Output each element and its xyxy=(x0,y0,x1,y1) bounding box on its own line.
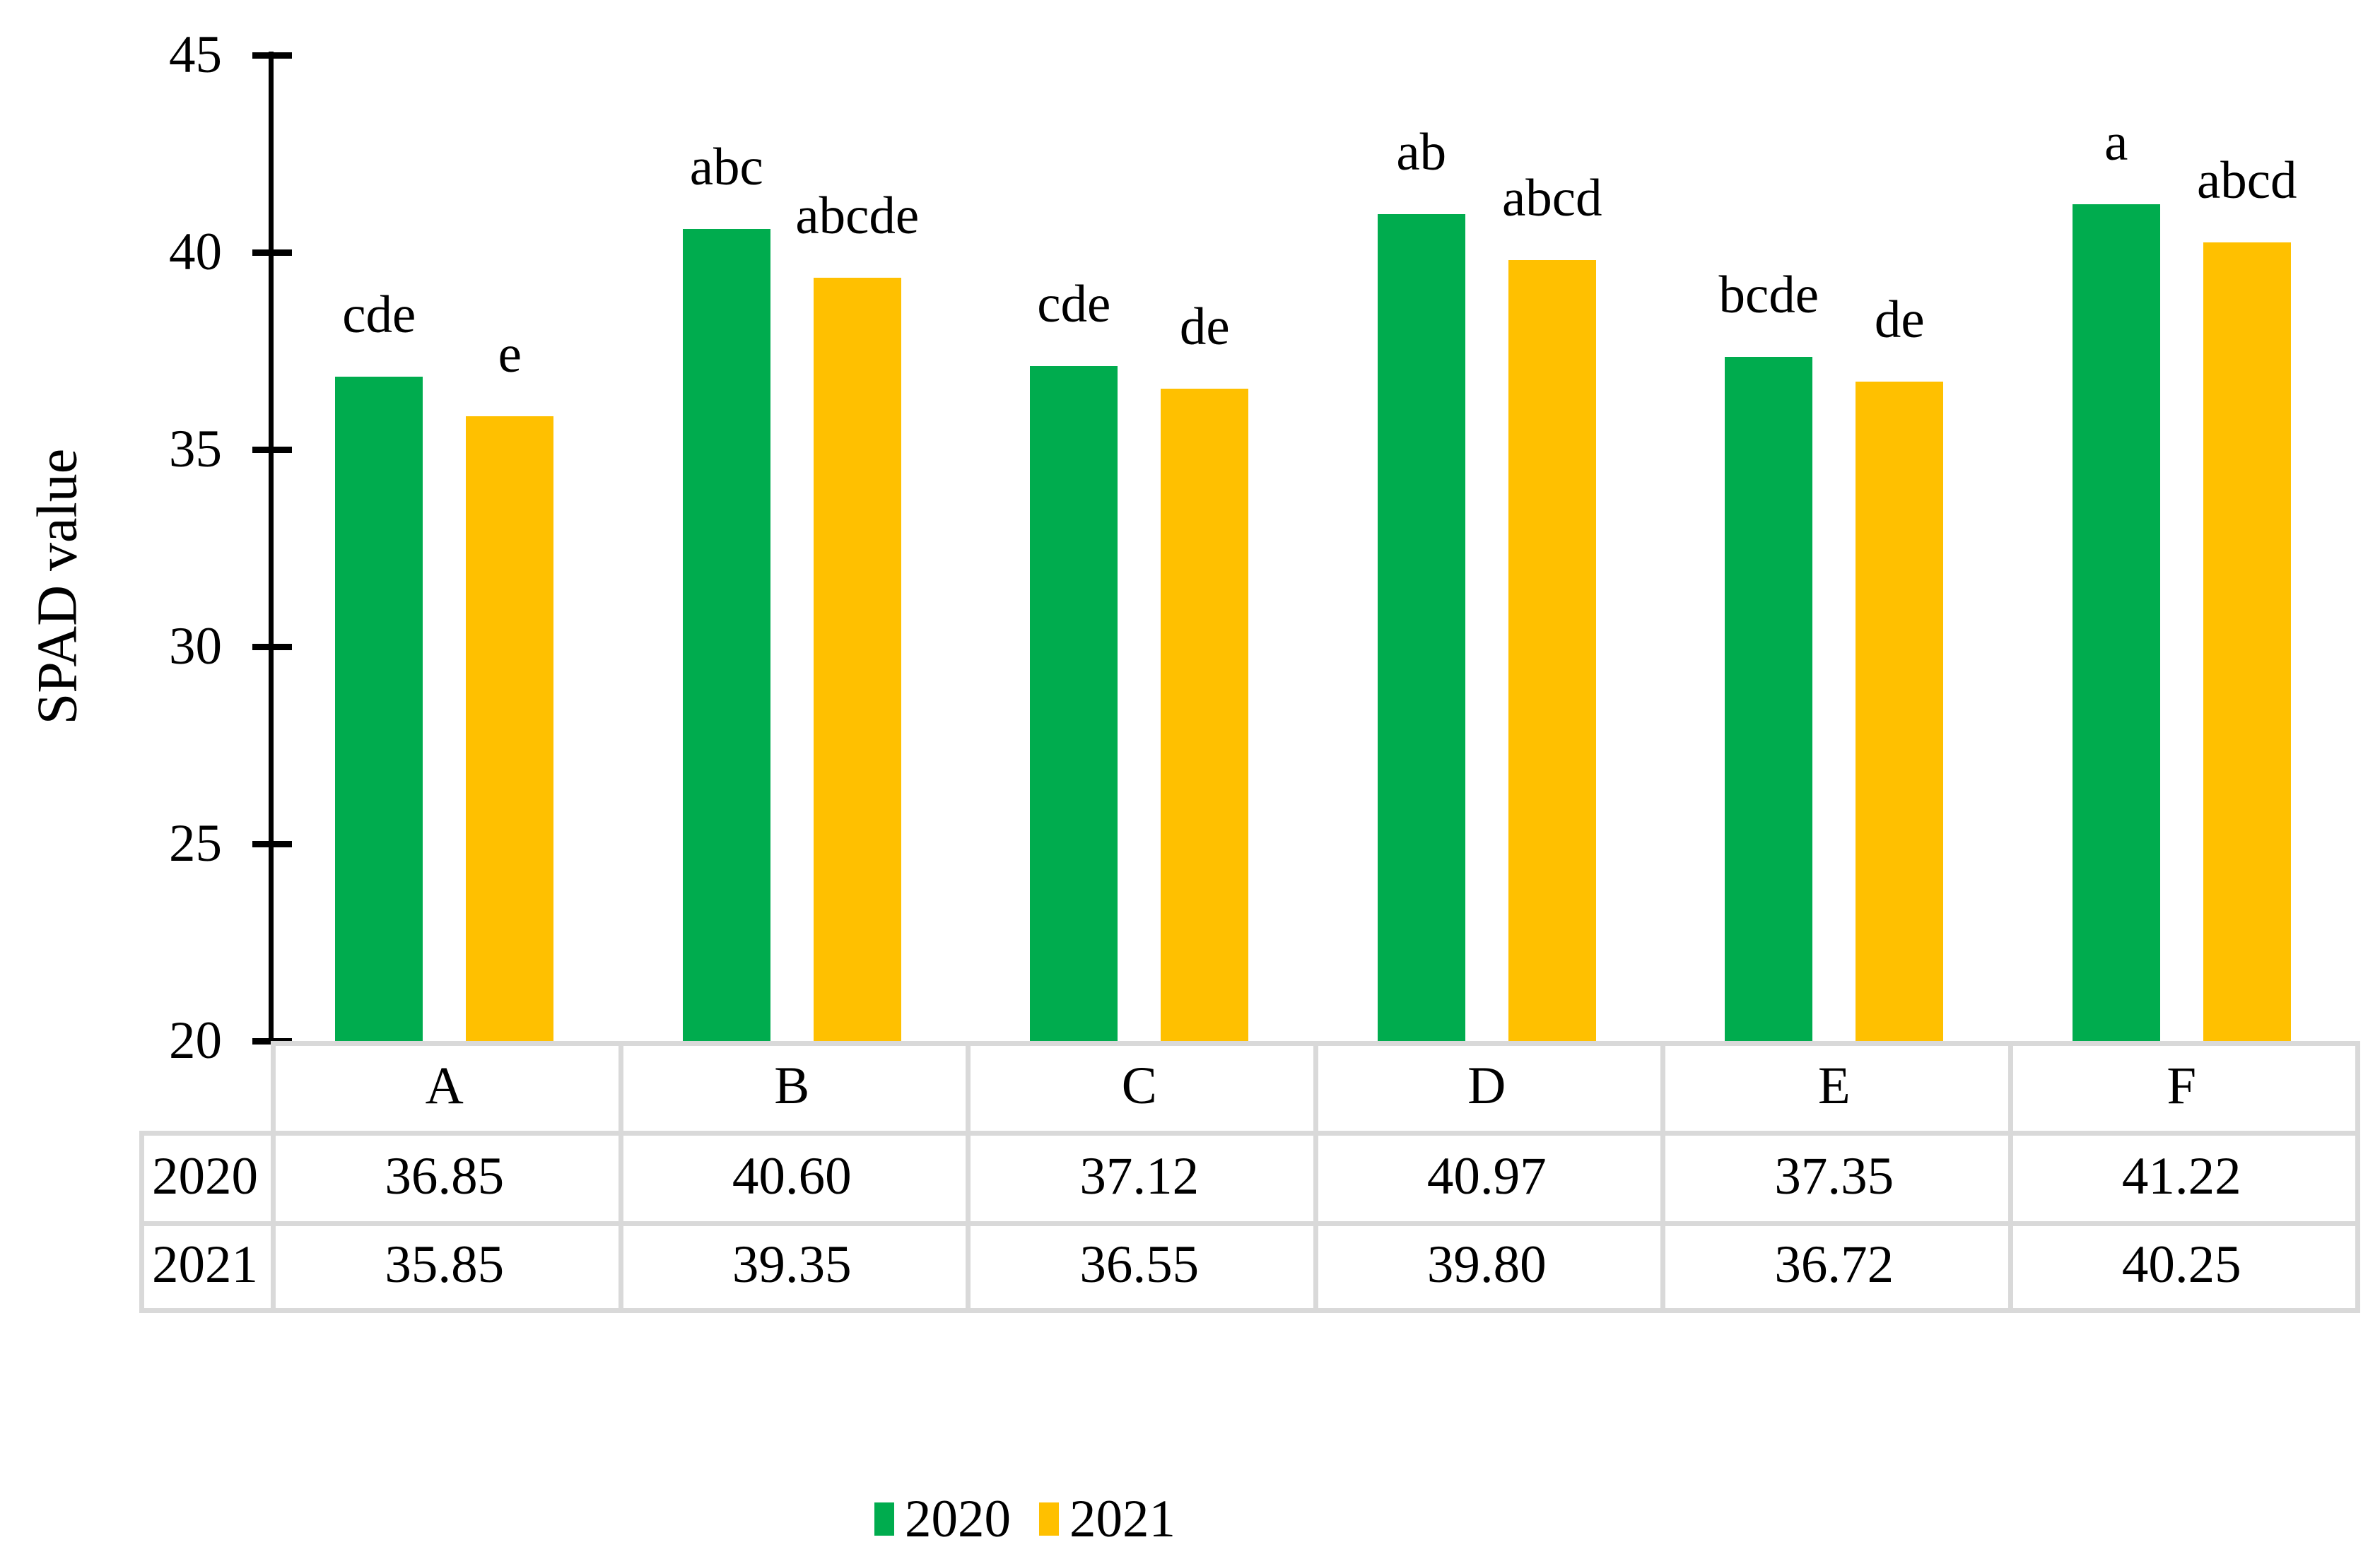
table-cell-2021-B: 39.35 xyxy=(732,1235,852,1294)
bar-E-2020 xyxy=(1725,356,1813,1042)
sig-label-E-2021: de xyxy=(1874,290,1925,350)
table-header-A: A xyxy=(425,1057,464,1115)
bar-B-2021 xyxy=(813,278,901,1042)
table-header-B: B xyxy=(774,1057,810,1115)
y-tick-label: 25 xyxy=(169,814,222,873)
legend-label-2020: 2020 xyxy=(905,1490,1011,1548)
table-header-F: F xyxy=(2167,1057,2197,1115)
table-cell-2021-C: 36.55 xyxy=(1079,1235,1200,1294)
table-border-col-0 xyxy=(271,1041,276,1313)
table-cell-2020-E: 37.35 xyxy=(1774,1146,1894,1206)
table-border-col-3 xyxy=(1313,1041,1318,1313)
table-border-row1 xyxy=(139,1131,2360,1136)
legend: 2020 2021 xyxy=(874,1493,1176,1546)
sig-label-F-2021: abcd xyxy=(2196,151,2297,211)
y-tick-label: 45 xyxy=(169,25,222,84)
table-border-col-5 xyxy=(2008,1041,2013,1313)
bar-C-2020 xyxy=(1030,365,1118,1042)
legend-label-2021: 2021 xyxy=(1069,1490,1176,1548)
bar-A-2021 xyxy=(466,416,554,1042)
table-row-label-2020: 2020 xyxy=(152,1146,258,1206)
y-tick-label: 40 xyxy=(169,223,222,281)
table-border-bottom xyxy=(139,1308,2360,1313)
table-cell-2021-E: 36.72 xyxy=(1774,1235,1894,1294)
y-tick-label: 30 xyxy=(169,617,222,676)
sig-label-E-2020: bcde xyxy=(1718,265,1819,324)
table-header-D: D xyxy=(1467,1057,1506,1115)
sig-label-B-2020: abc xyxy=(689,137,763,196)
y-tick xyxy=(252,249,292,256)
table-cell-2021-F: 40.25 xyxy=(2121,1235,2241,1294)
table-cell-2020-C: 37.12 xyxy=(1079,1146,1200,1206)
sig-label-C-2020: cde xyxy=(1037,274,1111,334)
legend-entry-2021: 2021 xyxy=(1039,1493,1176,1546)
table-border-row2 xyxy=(139,1221,2360,1226)
bar-D-2021 xyxy=(1508,260,1596,1042)
sig-label-D-2021: abcd xyxy=(1501,169,1602,228)
bar-C-2021 xyxy=(1161,388,1249,1042)
y-tick-label: 20 xyxy=(169,1011,222,1070)
sig-label-F-2020: a xyxy=(2104,112,2128,172)
sig-label-B-2021: abcde xyxy=(795,187,920,246)
y-tick xyxy=(252,52,292,59)
bar-A-2020 xyxy=(335,376,423,1042)
table-border-left xyxy=(139,1131,144,1313)
table-cell-2021-A: 35.85 xyxy=(385,1235,505,1294)
sig-label-C-2021: de xyxy=(1179,297,1230,356)
table-row-label-2021: 2021 xyxy=(152,1235,258,1294)
y-tick xyxy=(252,446,292,453)
legend-entry-2020: 2020 xyxy=(874,1493,1011,1546)
bar-F-2021 xyxy=(2203,242,2291,1042)
table-border-col-1 xyxy=(619,1041,623,1313)
sig-label-A-2021: e xyxy=(498,324,522,384)
sig-label-D-2020: ab xyxy=(1396,122,1447,182)
bar-F-2020 xyxy=(2072,204,2160,1042)
table-cell-2020-B: 40.60 xyxy=(732,1146,852,1206)
bar-D-2020 xyxy=(1377,213,1465,1042)
table-cell-2020-D: 40.97 xyxy=(1426,1146,1547,1206)
y-tick-label: 35 xyxy=(169,420,222,478)
table-cell-2020-F: 41.22 xyxy=(2121,1146,2241,1206)
bar-B-2020 xyxy=(682,228,770,1042)
table-header-C: C xyxy=(1121,1057,1157,1115)
legend-swatch-2020 xyxy=(874,1502,894,1536)
table-header-E: E xyxy=(1817,1057,1851,1115)
y-axis-line xyxy=(269,52,274,1041)
y-tick xyxy=(252,643,292,650)
y-tick xyxy=(252,840,292,847)
legend-swatch-2021 xyxy=(1039,1502,1059,1536)
table-cell-2020-A: 36.85 xyxy=(385,1146,505,1206)
sig-label-A-2020: cde xyxy=(342,285,416,344)
table-cell-2021-D: 39.80 xyxy=(1426,1235,1547,1294)
table-border-col-2 xyxy=(966,1041,971,1313)
table-border-col-6 xyxy=(2355,1041,2360,1313)
bar-E-2021 xyxy=(1856,382,1944,1042)
table-border-col-4 xyxy=(1660,1041,1665,1313)
